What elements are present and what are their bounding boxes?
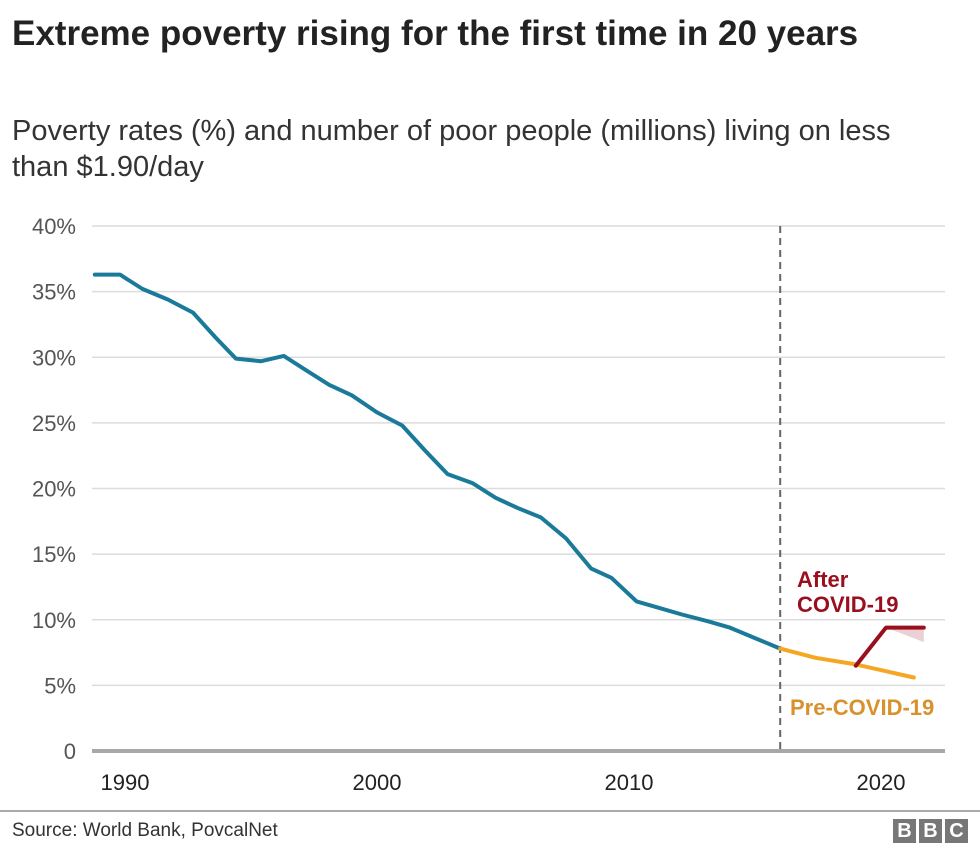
y-axis-ticks: 0 5% 10% 15% 20% 25% 30% 35% 40% — [32, 214, 76, 764]
x-axis-ticks: 1990 2000 2010 2020 — [101, 770, 906, 795]
bbc-logo-letter: C — [945, 819, 968, 843]
historical-line — [92, 272, 783, 651]
y-tick-label: 0 — [64, 739, 76, 764]
y-tick-label: 15% — [32, 542, 76, 567]
y-tick-label: 10% — [32, 608, 76, 633]
chart-title: Extreme poverty rising for the first tim… — [12, 14, 859, 53]
y-tick-label: 40% — [32, 214, 76, 239]
x-tick-label: 1990 — [101, 770, 150, 795]
y-tick-label: 20% — [32, 477, 76, 502]
series-group — [92, 272, 926, 680]
bbc-logo-letter: B — [919, 819, 942, 843]
y-tick-label: 25% — [32, 411, 76, 436]
gridlines — [92, 225, 945, 687]
after-covid-label-line: After — [797, 567, 849, 592]
y-tick-label: 35% — [32, 280, 76, 305]
pre-covid-label-line: Pre-COVID-19 — [790, 695, 934, 720]
pre-covid-label: Pre-COVID-19 — [790, 695, 934, 720]
y-tick-label: 30% — [32, 345, 76, 370]
after_covid-line — [853, 625, 926, 668]
bbc-logo: B B C — [893, 819, 968, 843]
after-covid-label-line: COVID-19 — [797, 592, 898, 617]
chart-subtitle: Poverty rates (%) and number of poor peo… — [12, 115, 891, 183]
line-chart: 0 5% 10% 15% 20% 25% 30% 35% 40% 1990 2000 2010 202… — [32, 214, 945, 795]
after-covid-label: After COVID-19 — [797, 567, 898, 617]
bbc-logo-letter: B — [893, 819, 916, 843]
footer-divider — [0, 810, 980, 812]
x-tick-label: 2000 — [353, 770, 402, 795]
after_covid-range-band — [886, 627, 924, 643]
source-note: Source: World Bank, PovcalNet — [12, 820, 278, 841]
y-tick-label: 5% — [44, 673, 76, 698]
x-tick-label: 2010 — [605, 770, 654, 795]
pre_covid-line — [778, 646, 916, 680]
x-tick-label: 2020 — [857, 770, 906, 795]
